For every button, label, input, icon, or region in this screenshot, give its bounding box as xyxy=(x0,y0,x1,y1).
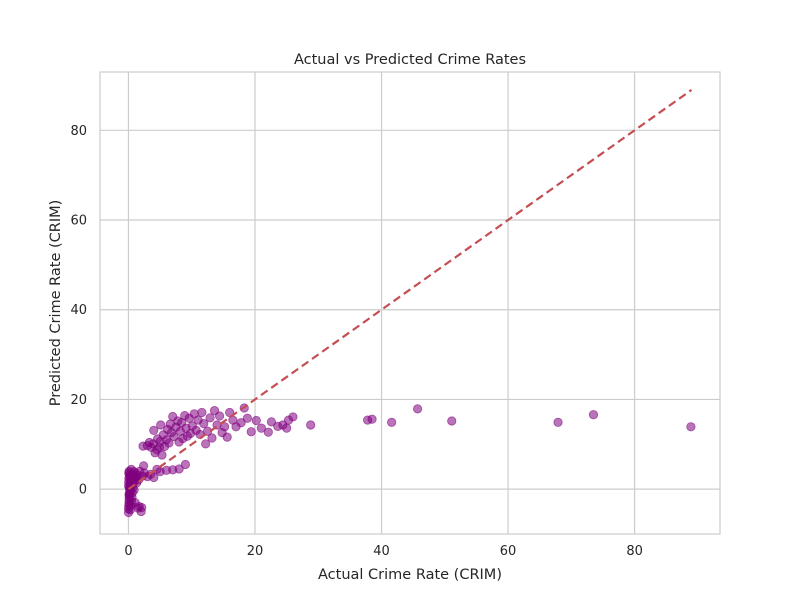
grid xyxy=(100,72,720,534)
x-tick-label: 60 xyxy=(500,544,517,559)
x-tick-label: 40 xyxy=(373,544,390,559)
reference-line xyxy=(127,89,693,491)
data-point xyxy=(242,413,253,423)
data-point xyxy=(214,411,225,421)
data-point xyxy=(588,410,599,420)
data-point xyxy=(266,417,277,427)
data-point xyxy=(225,407,235,418)
data-point xyxy=(686,422,696,432)
data-point xyxy=(246,427,256,437)
x-tick-label: 0 xyxy=(124,544,132,559)
data-point xyxy=(205,413,215,423)
data-point xyxy=(174,464,184,474)
data-point xyxy=(157,450,167,460)
y-tick-label: 60 xyxy=(70,214,87,229)
y-tick-label: 40 xyxy=(70,303,87,318)
y-axis-label: Predicted Crime Rate (CRIM) xyxy=(48,200,64,407)
y-tick-label: 80 xyxy=(70,124,87,139)
data-point xyxy=(207,433,217,443)
data-point xyxy=(180,459,191,470)
data-point xyxy=(222,432,232,442)
data-point xyxy=(251,415,261,426)
x-tick-label: 80 xyxy=(626,544,643,559)
y-tick-label: 20 xyxy=(70,393,87,408)
data-point xyxy=(387,417,397,427)
data-point xyxy=(367,414,377,424)
reference-line-layer xyxy=(127,89,693,491)
data-point xyxy=(199,419,209,429)
data-point xyxy=(288,412,298,422)
data-point xyxy=(236,418,246,428)
data-point xyxy=(156,420,166,430)
data-point xyxy=(306,420,316,430)
data-point xyxy=(149,472,159,483)
data-points xyxy=(123,403,696,518)
data-point xyxy=(447,416,457,426)
data-point xyxy=(412,404,423,414)
data-point xyxy=(137,502,147,513)
data-point xyxy=(263,427,273,437)
data-point xyxy=(197,407,207,418)
plot-frame xyxy=(99,71,721,535)
chart-title: Actual vs Predicted Crime Rates xyxy=(294,52,526,68)
data-point xyxy=(149,425,159,435)
data-point xyxy=(256,423,266,433)
data-point xyxy=(553,417,563,427)
data-point xyxy=(220,422,230,432)
x-tick-label: 20 xyxy=(247,544,264,559)
data-point xyxy=(282,423,292,433)
data-point xyxy=(201,439,211,449)
y-tick-label: 0 xyxy=(79,483,87,498)
tick-labels: 0 20 40 60 80 0 20 40 60 80 xyxy=(70,124,642,559)
data-point xyxy=(164,438,174,448)
x-axis-label: Actual Crime Rate (CRIM) xyxy=(318,567,502,583)
